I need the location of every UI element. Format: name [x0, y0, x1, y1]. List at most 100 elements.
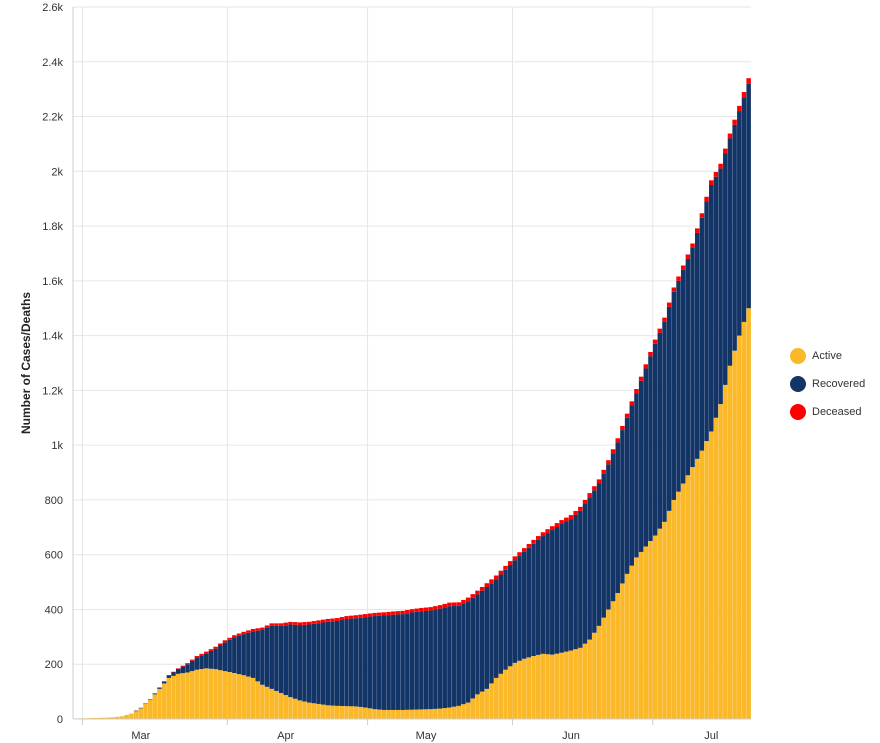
bar-segment-recovered[interactable] [699, 217, 705, 451]
bar-segment-deceased[interactable] [601, 469, 606, 474]
bar-segment-deceased[interactable] [662, 317, 667, 322]
bar-segment-recovered[interactable] [175, 668, 181, 674]
bar-segment-active[interactable] [741, 321, 747, 719]
bar-segment-deceased[interactable] [737, 105, 742, 112]
bar-segment-active[interactable] [311, 703, 317, 719]
bar-segment-deceased[interactable] [704, 196, 709, 202]
bar-segment-recovered[interactable] [278, 625, 284, 693]
bar-segment-active[interactable] [419, 709, 424, 719]
bar-segment-deceased[interactable] [288, 621, 293, 625]
bar-segment-deceased[interactable] [685, 254, 691, 259]
bar-segment-active[interactable] [395, 709, 401, 719]
bar-segment-deceased[interactable] [526, 544, 532, 548]
bar-segment-active[interactable] [124, 714, 130, 719]
bar-segment-active[interactable] [391, 709, 396, 719]
bar-segment-recovered[interactable] [690, 247, 695, 468]
bar-segment-active[interactable] [175, 673, 181, 719]
bar-segment-active[interactable] [152, 694, 158, 719]
bar-segment-recovered[interactable] [428, 610, 433, 710]
bar-segment-deceased[interactable] [325, 618, 331, 622]
bar-segment-deceased[interactable] [297, 622, 303, 626]
bar-segment-deceased[interactable] [606, 460, 611, 465]
bar-segment-active[interactable] [320, 704, 326, 719]
bar-segment-deceased[interactable] [423, 607, 429, 611]
bar-segment-active[interactable] [264, 686, 270, 719]
bar-segment-deceased[interactable] [713, 172, 719, 177]
bar-segment-active[interactable] [189, 671, 195, 719]
bar-segment-active[interactable] [274, 690, 279, 719]
bar-segment-deceased[interactable] [512, 556, 518, 561]
bar-segment-deceased[interactable] [241, 631, 246, 635]
bar-segment-active[interactable] [652, 535, 658, 719]
bar-segment-recovered[interactable] [484, 587, 490, 689]
bar-segment-deceased[interactable] [292, 622, 298, 625]
bar-segment-recovered[interactable] [241, 634, 246, 676]
bar-segment-deceased[interactable] [568, 515, 574, 520]
bar-segment-recovered[interactable] [718, 168, 723, 405]
bar-segment-recovered[interactable] [311, 623, 317, 704]
bar-segment-deceased[interactable] [564, 517, 569, 522]
bar-segment-deceased[interactable] [596, 479, 602, 484]
bar-segment-active[interactable] [105, 717, 111, 719]
bar-segment-deceased[interactable] [330, 618, 335, 622]
bar-segment-active[interactable] [671, 499, 677, 719]
bar-segment-active[interactable] [540, 653, 546, 719]
bar-segment-active[interactable] [709, 431, 714, 719]
bar-segment-active[interactable] [536, 654, 541, 719]
bar-segment-active[interactable] [554, 653, 560, 719]
bar-segment-recovered[interactable] [208, 650, 214, 669]
bar-segment-recovered[interactable] [643, 368, 649, 547]
bar-segment-active[interactable] [489, 683, 494, 719]
bar-segment-active[interactable] [704, 441, 709, 719]
bar-segment-active[interactable] [493, 677, 499, 719]
bar-segment-active[interactable] [129, 713, 134, 719]
bar-segment-active[interactable] [568, 650, 574, 719]
bar-segment-recovered[interactable] [437, 608, 443, 709]
bar-segment-deceased[interactable] [171, 671, 176, 673]
bar-segment-recovered[interactable] [470, 597, 476, 699]
bar-segment-recovered[interactable] [652, 343, 658, 536]
bar-segment-recovered[interactable] [451, 606, 457, 707]
bar-segment-recovered[interactable] [493, 579, 499, 678]
bar-segment-active[interactable] [484, 688, 490, 719]
bar-segment-active[interactable] [386, 709, 391, 719]
bar-segment-recovered[interactable] [624, 417, 630, 574]
bar-segment-deceased[interactable] [437, 605, 443, 609]
bar-segment-recovered[interactable] [372, 616, 377, 710]
bar-segment-active[interactable] [447, 707, 452, 719]
bar-segment-deceased[interactable] [690, 243, 695, 248]
bar-segment-active[interactable] [437, 708, 443, 719]
bar-segment-active[interactable] [377, 709, 382, 719]
bar-segment-deceased[interactable] [545, 529, 550, 534]
bar-segment-deceased[interactable] [709, 180, 714, 185]
bar-segment-recovered[interactable] [531, 543, 536, 657]
bar-segment-recovered[interactable] [348, 618, 354, 707]
bar-segment-active[interactable] [372, 709, 377, 719]
bar-segment-active[interactable] [348, 706, 354, 719]
bar-segment-deceased[interactable] [213, 646, 218, 649]
bar-segment-recovered[interactable] [334, 620, 340, 706]
bar-segment-active[interactable] [526, 657, 532, 719]
bar-segment-recovered[interactable] [218, 645, 223, 671]
bar-segment-deceased[interactable] [236, 633, 242, 636]
bar-segment-deceased[interactable] [620, 425, 625, 431]
bar-segment-recovered[interactable] [606, 464, 611, 610]
legend-item-active[interactable]: Active [790, 342, 865, 370]
bar-segment-active[interactable] [624, 573, 630, 719]
bar-segment-deceased[interactable] [540, 532, 546, 537]
bar-segment-deceased[interactable] [676, 276, 681, 281]
bar-segment-active[interactable] [442, 708, 447, 719]
bar-segment-recovered[interactable] [246, 632, 251, 677]
bar-segment-recovered[interactable] [409, 612, 415, 710]
bar-segment-active[interactable] [564, 651, 569, 719]
bar-segment-active[interactable] [727, 365, 733, 719]
bar-segment-active[interactable] [204, 668, 209, 719]
bar-segment-deceased[interactable] [657, 328, 663, 333]
bar-segment-recovered[interactable] [227, 639, 232, 673]
bar-segment-deceased[interactable] [320, 619, 326, 623]
bar-segment-recovered[interactable] [489, 583, 494, 684]
bar-segment-recovered[interactable] [680, 269, 686, 484]
bar-segment-active[interactable] [236, 674, 242, 719]
bar-segment-active[interactable] [573, 649, 578, 719]
bar-segment-active[interactable] [723, 384, 728, 719]
